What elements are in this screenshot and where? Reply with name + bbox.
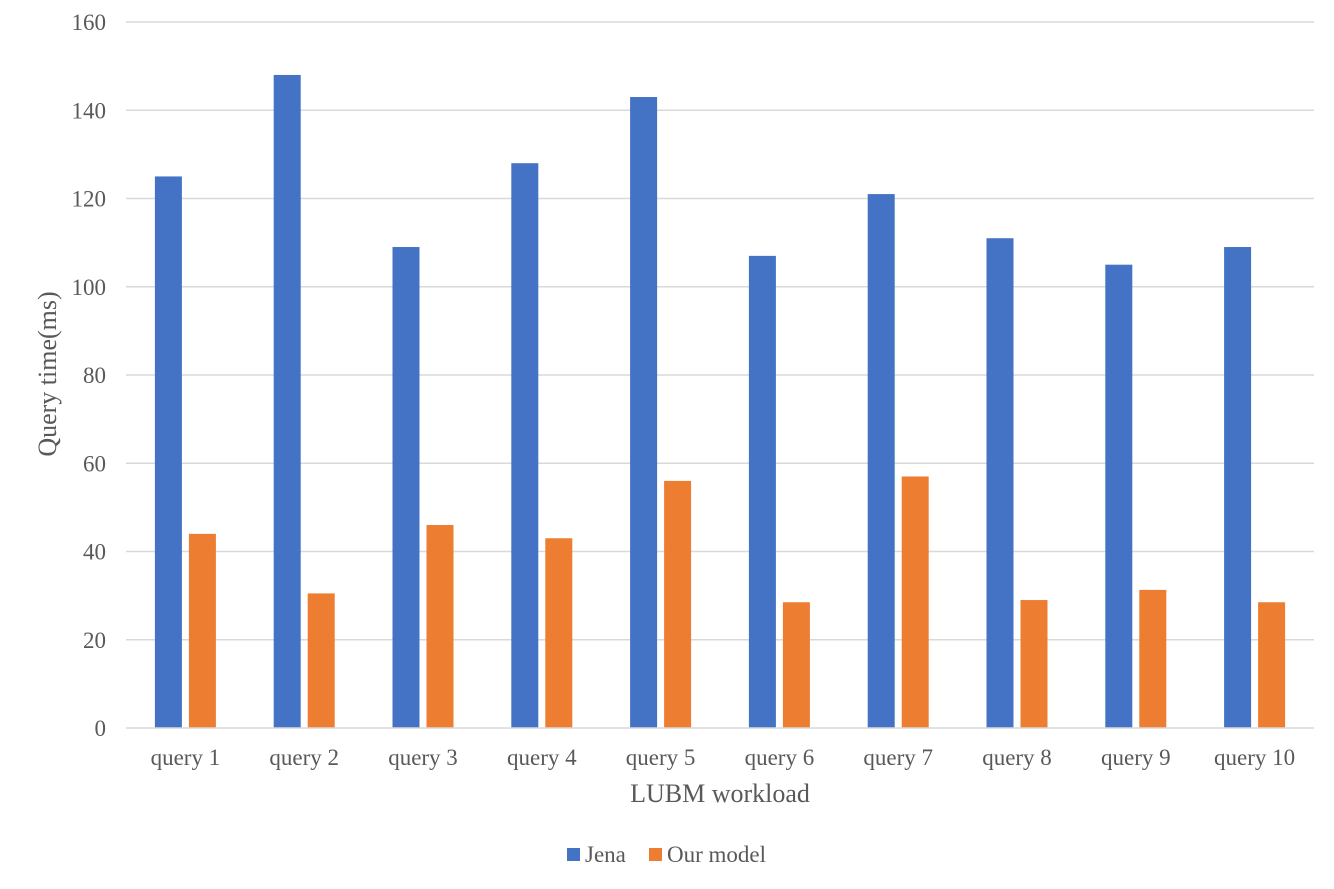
y-tick-label: 100 bbox=[72, 275, 107, 300]
bar-jena-3 bbox=[392, 247, 420, 728]
y-tick-label: 120 bbox=[72, 187, 107, 212]
y-tick-label: 80 bbox=[83, 363, 106, 388]
bar-our-model-5 bbox=[664, 480, 692, 728]
bars bbox=[154, 74, 1286, 729]
x-tick-label: query 8 bbox=[982, 745, 1052, 770]
x-tick-label: query 9 bbox=[1101, 745, 1171, 770]
gridlines bbox=[126, 21, 1314, 641]
y-axis-title: Query time(ms) bbox=[33, 291, 62, 456]
y-tick-label: 60 bbox=[83, 451, 106, 476]
bar-our-model-6 bbox=[782, 602, 810, 728]
y-tick-label: 0 bbox=[95, 716, 107, 741]
x-tick-label: query 2 bbox=[269, 745, 339, 770]
x-axis-tick-labels: query 1 query 2 query 3 query 4 query 5 query… bbox=[151, 745, 1296, 770]
bar-jena-7 bbox=[867, 194, 895, 728]
legend-label-our-model: Our model bbox=[667, 842, 766, 867]
x-tick-label: query 7 bbox=[863, 745, 933, 770]
bar-our-model-7 bbox=[901, 476, 929, 728]
bar-jena-4 bbox=[511, 163, 539, 728]
y-tick-label: 20 bbox=[83, 628, 106, 653]
bar-jena-2 bbox=[273, 74, 301, 728]
y-axis-tick-labels: 0 20 40 60 80 100 120 140 160 bbox=[72, 10, 107, 741]
bar-our-model-10 bbox=[1258, 602, 1286, 728]
x-tick-label: query 10 bbox=[1214, 745, 1295, 770]
x-tick-label: query 4 bbox=[507, 745, 577, 770]
bar-jena-8 bbox=[986, 238, 1014, 728]
bar-jena-9 bbox=[1105, 264, 1133, 728]
bar-our-model-3 bbox=[426, 525, 454, 728]
bar-our-model-4 bbox=[545, 538, 573, 728]
legend-swatch-our-model bbox=[649, 848, 662, 861]
x-axis-title: LUBM workload bbox=[630, 779, 810, 808]
x-tick-label: query 5 bbox=[626, 745, 696, 770]
bar-jena-10 bbox=[1224, 247, 1252, 728]
y-tick-label: 160 bbox=[72, 10, 107, 35]
bar-jena-1 bbox=[154, 176, 182, 728]
bar-our-model-2 bbox=[307, 593, 335, 728]
bar-jena-5 bbox=[630, 97, 658, 728]
y-tick-label: 140 bbox=[72, 98, 107, 123]
y-tick-label: 40 bbox=[83, 540, 106, 565]
legend-label-jena: Jena bbox=[585, 842, 626, 867]
bar-our-model-8 bbox=[1020, 600, 1048, 728]
x-tick-label: query 3 bbox=[388, 745, 458, 770]
bar-jena-6 bbox=[748, 255, 776, 729]
x-tick-label: query 1 bbox=[151, 745, 221, 770]
bar-our-model-1 bbox=[188, 533, 216, 728]
bar-our-model-9 bbox=[1139, 589, 1167, 728]
legend: Jena Our model bbox=[567, 842, 766, 867]
x-tick-label: query 6 bbox=[745, 745, 815, 770]
legend-swatch-jena bbox=[567, 848, 580, 861]
